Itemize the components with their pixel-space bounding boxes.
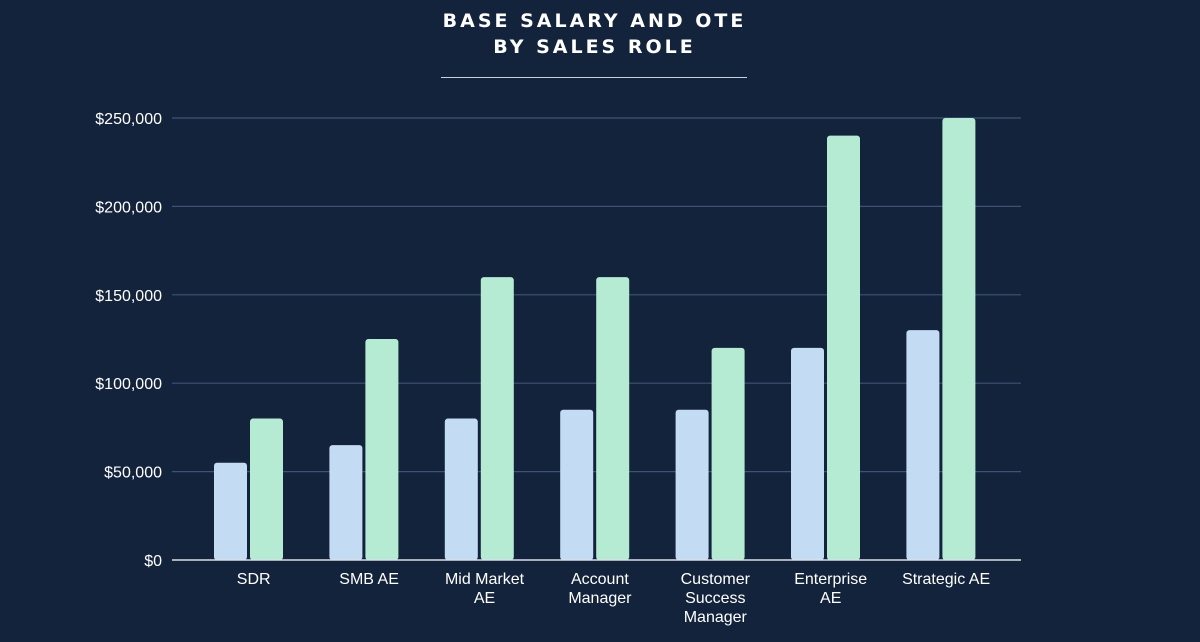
ote-bar xyxy=(827,135,860,560)
y-tick-label: $0 xyxy=(144,553,162,570)
base-bar xyxy=(791,347,824,560)
y-tick-label: $250,000 xyxy=(95,111,162,128)
x-tick-label: Account Manager xyxy=(568,571,632,607)
base-bar xyxy=(906,330,940,560)
y-tick-label: $100,000 xyxy=(95,376,162,393)
base-bar xyxy=(214,462,247,560)
y-tick-label: $150,000 xyxy=(95,288,162,305)
chart-title-line-1: BASE SALARY AND OTE xyxy=(442,10,747,32)
x-tick-label: SMB AE xyxy=(339,571,399,588)
base-bar xyxy=(329,445,363,560)
x-tick-label: SDR xyxy=(237,571,271,588)
title-underline xyxy=(441,77,747,78)
x-tick-label: Strategic AE xyxy=(902,571,990,588)
y-tick-label: $200,000 xyxy=(95,199,162,216)
chart-title: BASE SALARY AND OTE BY SALES ROLE xyxy=(0,8,1189,60)
x-tick-label: Mid Market AE xyxy=(445,571,525,607)
x-tick-label: Enterprise AE xyxy=(794,571,867,607)
ote-bar xyxy=(942,118,976,560)
base-bar xyxy=(675,409,709,560)
ote-bar xyxy=(480,277,514,560)
x-tick-label: Customer Success Manager xyxy=(681,571,751,626)
base-bar xyxy=(560,409,594,560)
ote-bar xyxy=(711,347,745,560)
ote-bar xyxy=(596,277,630,560)
chart-title-line-2: BY SALES ROLE xyxy=(493,36,696,58)
y-tick-label: $50,000 xyxy=(104,465,162,482)
ote-bar xyxy=(365,339,399,560)
base-bar xyxy=(444,418,478,560)
ote-bar xyxy=(250,418,283,560)
